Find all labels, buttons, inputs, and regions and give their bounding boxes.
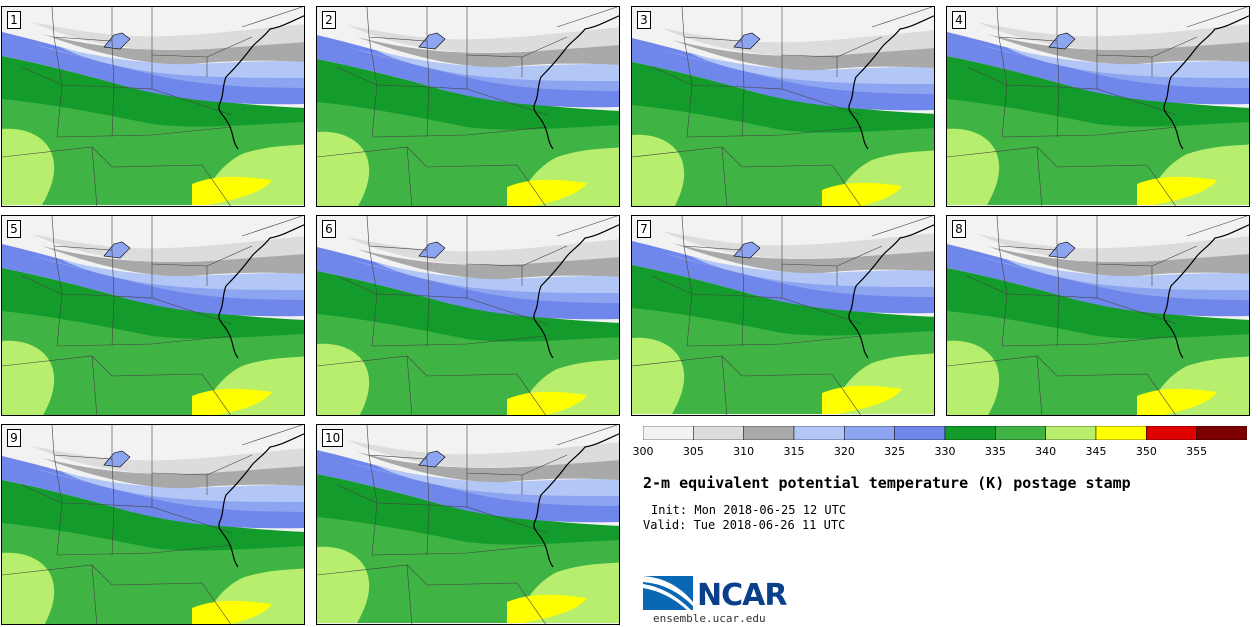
colorbar-tick-310: 310 [733, 445, 755, 458]
colorbar-tick-335: 335 [984, 445, 1006, 458]
theta-e-field [2, 425, 304, 624]
colorbar-bin-355 [1196, 426, 1247, 440]
colorbar [643, 426, 1247, 440]
theta-e-field [947, 7, 1249, 206]
colorbar-bin-305 [693, 426, 744, 440]
member-4-panel: 4 [946, 6, 1250, 207]
coastline [533, 15, 619, 150]
colorbar-bin-340 [1045, 426, 1097, 440]
state-borders [2, 216, 303, 415]
state-borders [2, 7, 303, 206]
state-borders [632, 216, 933, 415]
colorbar-tick-330: 330 [934, 445, 956, 458]
coastline [848, 15, 934, 150]
state-borders [317, 216, 618, 415]
member-number-label: 3 [637, 11, 651, 29]
member-7-panel: 7 [631, 215, 935, 416]
lake-erie [418, 241, 446, 259]
state-borders [632, 7, 933, 206]
colorbar-tick-340: 340 [1035, 445, 1057, 458]
theta-e-field [317, 216, 619, 415]
site-url: ensemble.ucar.edu [653, 612, 766, 625]
member-number-label: 2 [322, 11, 336, 29]
coastline [533, 433, 619, 568]
member-number-label: 7 [637, 220, 651, 238]
member-3-panel: 3 [631, 6, 935, 207]
init-time: Init: Mon 2018-06-25 12 UTC [651, 503, 847, 517]
member-8-panel: 8 [946, 215, 1250, 416]
member-10-panel: 10 [316, 424, 620, 625]
colorbar-tick-320: 320 [833, 445, 855, 458]
lake-erie [733, 241, 761, 259]
member-5-panel: 5 [1, 215, 305, 416]
lake-erie [1048, 32, 1076, 50]
member-number-label: 10 [322, 429, 344, 447]
theta-e-field [317, 425, 619, 624]
valid-time: Valid: Tue 2018-06-26 11 UTC [643, 518, 846, 532]
theta-e-field [632, 7, 934, 206]
member-number-label: 4 [952, 11, 966, 29]
colorbar-bin-320 [844, 426, 895, 440]
figure-title: 2-m equivalent potential temperature (K)… [643, 474, 1131, 492]
theta-e-field [2, 7, 304, 206]
member-9-panel: 9 [1, 424, 305, 625]
colorbar-tick-325: 325 [884, 445, 906, 458]
coastline [218, 224, 304, 359]
colorbar-bin-300 [643, 426, 694, 440]
coastline [218, 433, 304, 568]
colorbar-bin-330 [944, 426, 996, 440]
colorbar-tick-355: 355 [1186, 445, 1208, 458]
member-6-panel: 6 [316, 215, 620, 416]
state-borders [947, 7, 1248, 206]
lake-erie [1048, 241, 1076, 259]
theta-e-field [317, 7, 619, 206]
lake-erie [103, 450, 131, 468]
state-borders [317, 7, 618, 206]
member-number-label: 9 [7, 429, 21, 447]
colorbar-tick-350: 350 [1135, 445, 1157, 458]
coastline [848, 224, 934, 359]
colorbar-bin-310 [743, 426, 795, 440]
colorbar-tick-300: 300 [632, 445, 654, 458]
coastline [533, 224, 619, 359]
colorbar-bin-315 [793, 426, 845, 440]
colorbar-tick-315: 315 [783, 445, 805, 458]
colorbar-tick-345: 345 [1085, 445, 1107, 458]
member-number-label: 1 [7, 11, 21, 29]
lake-erie [418, 450, 446, 468]
state-borders [2, 425, 303, 624]
colorbar-bin-325 [894, 426, 946, 440]
theta-e-field [947, 216, 1249, 415]
member-number-label: 8 [952, 220, 966, 238]
lake-erie [733, 32, 761, 50]
coastline [218, 15, 304, 150]
coastline [1163, 15, 1249, 150]
state-borders [947, 216, 1248, 415]
member-1-panel: 1 [1, 6, 305, 207]
colorbar-bin-350 [1146, 426, 1197, 440]
lake-erie [103, 32, 131, 50]
coastline [1163, 224, 1249, 359]
colorbar-tick-305: 305 [682, 445, 704, 458]
ncar-logo-text: NCAR [697, 578, 787, 613]
member-2-panel: 2 [316, 6, 620, 207]
lake-erie [418, 32, 446, 50]
colorbar-bin-345 [1095, 426, 1147, 440]
ncar-logo [643, 576, 693, 610]
colorbar-bin-335 [995, 426, 1046, 440]
member-number-label: 6 [322, 220, 336, 238]
state-borders [317, 425, 618, 624]
theta-e-field [2, 216, 304, 415]
member-number-label: 5 [7, 220, 21, 238]
lake-erie [103, 241, 131, 259]
theta-e-field [632, 216, 934, 415]
